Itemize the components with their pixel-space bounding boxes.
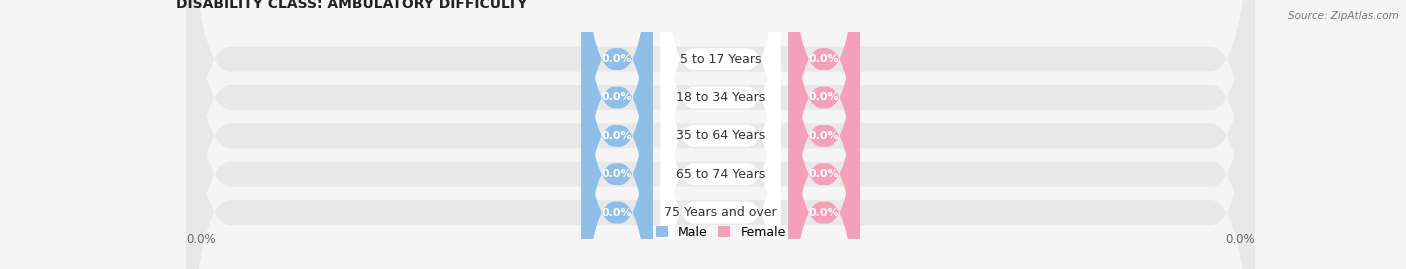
Text: 75 Years and over: 75 Years and over [664,206,778,219]
FancyBboxPatch shape [789,0,859,269]
FancyBboxPatch shape [661,0,780,269]
Text: 65 to 74 Years: 65 to 74 Years [676,168,765,181]
Text: 0.0%: 0.0% [1225,233,1254,246]
FancyBboxPatch shape [789,0,859,269]
Text: Source: ZipAtlas.com: Source: ZipAtlas.com [1288,11,1399,21]
Text: 0.0%: 0.0% [602,208,633,218]
Text: 0.0%: 0.0% [187,233,217,246]
Legend: Male, Female: Male, Female [651,221,790,243]
FancyBboxPatch shape [582,0,652,269]
Text: 0.0%: 0.0% [808,131,839,141]
Text: 0.0%: 0.0% [602,54,633,64]
Text: 0.0%: 0.0% [602,169,633,179]
Text: 0.0%: 0.0% [808,93,839,102]
FancyBboxPatch shape [582,0,652,269]
Text: 35 to 64 Years: 35 to 64 Years [676,129,765,142]
FancyBboxPatch shape [187,0,1254,269]
FancyBboxPatch shape [789,0,859,269]
FancyBboxPatch shape [661,0,780,269]
FancyBboxPatch shape [187,0,1254,269]
Text: 0.0%: 0.0% [808,169,839,179]
Text: 0.0%: 0.0% [808,208,839,218]
FancyBboxPatch shape [661,0,780,269]
Text: 0.0%: 0.0% [602,131,633,141]
Text: 0.0%: 0.0% [808,54,839,64]
FancyBboxPatch shape [789,0,859,269]
FancyBboxPatch shape [661,0,780,269]
Text: DISABILITY CLASS: AMBULATORY DIFFICULTY: DISABILITY CLASS: AMBULATORY DIFFICULTY [176,0,527,11]
FancyBboxPatch shape [582,0,652,269]
Text: 18 to 34 Years: 18 to 34 Years [676,91,765,104]
Text: 0.0%: 0.0% [602,93,633,102]
FancyBboxPatch shape [582,0,652,269]
FancyBboxPatch shape [582,0,652,269]
Text: 5 to 17 Years: 5 to 17 Years [681,53,761,66]
FancyBboxPatch shape [187,0,1254,269]
FancyBboxPatch shape [661,0,780,269]
FancyBboxPatch shape [187,0,1254,269]
FancyBboxPatch shape [187,0,1254,269]
FancyBboxPatch shape [789,0,859,269]
